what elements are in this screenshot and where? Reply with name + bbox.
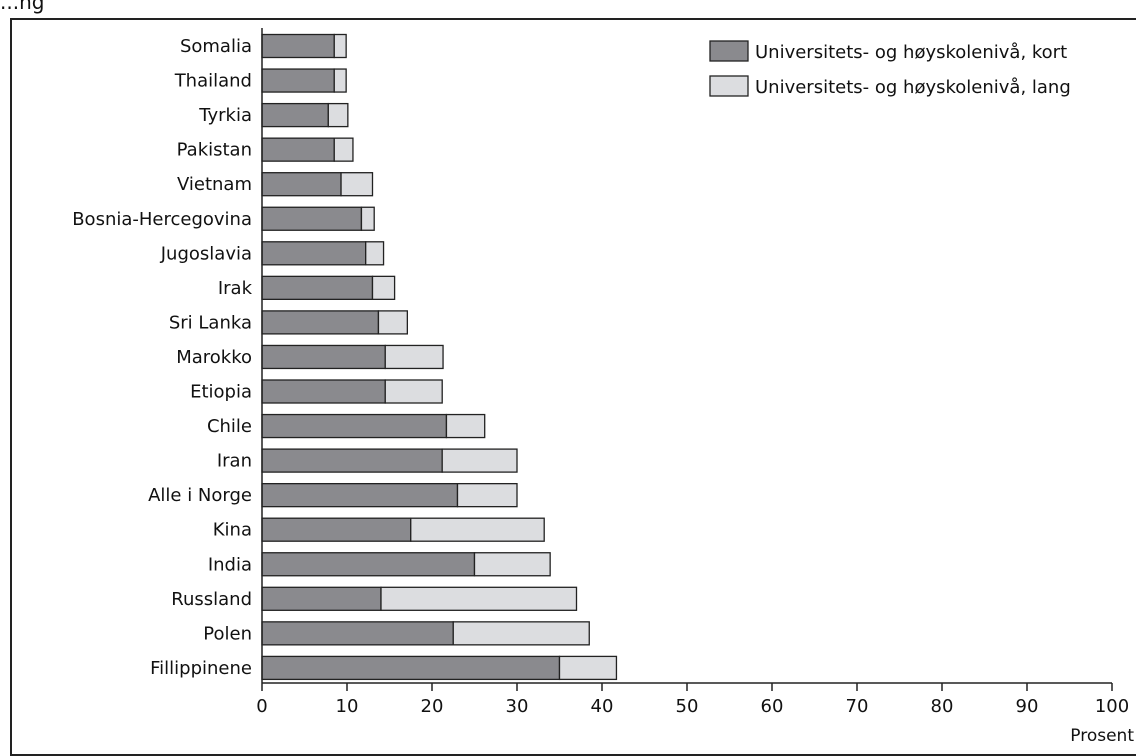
bar-kort-somalia [261,33,335,59]
x-tick-label: 100 [1095,696,1129,717]
legend-label-lang: Universitets- og høyskolenivå, lang [755,77,1071,98]
bar-kort-sri-lanka [261,310,380,335]
category-label: Fillippinene [150,658,252,679]
category-label: Kina [213,520,252,541]
category-label: Irak [218,278,253,299]
bar-lang-chile [445,413,486,439]
category-label: Sri Lanka [169,312,252,333]
bar-lang-iran [441,448,518,473]
category-label: Alle i Norge [148,485,252,506]
bar-kort-marokko [261,344,386,370]
x-tick-label: 70 [846,696,869,717]
category-label: Marokko [176,347,252,368]
bar-kort-polen [261,621,454,646]
x-tick-label: 80 [931,696,954,717]
bar-lang-alle-i-norge [456,482,518,508]
bar-kort-bosnia-hercegovina [261,206,363,231]
category-label: Chile [207,416,252,437]
bar-kort-chile [261,413,448,439]
bar-lang-bosnia-hercegovina [360,206,375,231]
bar-lang-sri-lanka [377,310,409,335]
bar-kort-kina [261,517,412,542]
category-label: Tyrkia [198,105,252,126]
figure-caption-fragment: ...ng [0,0,45,14]
bar-lang-kina [410,517,545,542]
category-label: Thailand [174,71,252,92]
bar-lang-irak [371,275,396,301]
category-label: Etiopia [190,382,252,403]
x-tick-label: 60 [761,696,784,717]
category-label: Somalia [180,36,252,57]
category-label: Vietnam [177,174,252,195]
legend: Universitets- og høyskolenivå, kort Unive… [709,40,1071,98]
x-axis-label: Prosent [1070,726,1134,746]
category-label: India [208,554,252,575]
bar-lang-pakistan [333,137,354,162]
category-label: Pakistan [177,140,252,161]
x-ticks: 0 10 20 30 40 50 60 70 80 90 100 [256,683,1129,717]
bar-lang-polen [452,621,590,646]
x-tick-label: 20 [421,696,444,717]
bar-lang-marokko [384,344,444,370]
bar-kort-irak [261,275,374,301]
x-tick-label: 40 [591,696,614,717]
bar-kort-alle-i-norge [261,482,459,508]
legend-swatch-kort [709,40,749,62]
bar-kort-vietnam [261,172,342,197]
bar-kort-pakistan [261,137,335,162]
bar-kort-russland [261,586,382,611]
bar-kort-etiopia [261,379,386,404]
bar-kort-fillippinene [261,655,561,681]
bar-kort-iran [261,448,443,473]
bar-kort-thailand [261,68,335,93]
legend-swatch-lang [709,75,749,97]
bar-kort-jugoslavia [261,241,367,266]
bar-lang-india [473,552,551,577]
bar-lang-somalia [333,33,347,59]
bar-lang-russland [380,586,578,611]
x-tick-label: 0 [256,696,267,717]
bar-kort-india [261,552,476,577]
bars-group [261,33,618,681]
bar-lang-etiopia [384,379,443,404]
category-labels: Somalia Thailand Tyrkia Pakistan Vietnam Bosn… [72,36,252,679]
bar-lang-thailand [333,68,347,93]
x-tick-label: 50 [676,696,699,717]
category-label: Iran [217,451,252,472]
bar-lang-jugoslavia [365,241,385,266]
legend-label-kort: Universitets- og høyskolenivå, kort [755,42,1067,63]
category-label: Russland [171,589,252,610]
x-tick-label: 90 [1016,696,1039,717]
x-tick-label: 30 [506,696,529,717]
category-label: Jugoslavia [160,243,252,264]
bar-kort-tyrkia [261,102,329,128]
x-tick-label: 10 [336,696,359,717]
bar-lang-fillippinene [558,655,618,681]
bar-lang-tyrkia [327,102,349,128]
bar-lang-vietnam [340,172,374,197]
category-label: Polen [203,623,252,644]
category-label: Bosnia-Hercegovina [72,209,252,230]
